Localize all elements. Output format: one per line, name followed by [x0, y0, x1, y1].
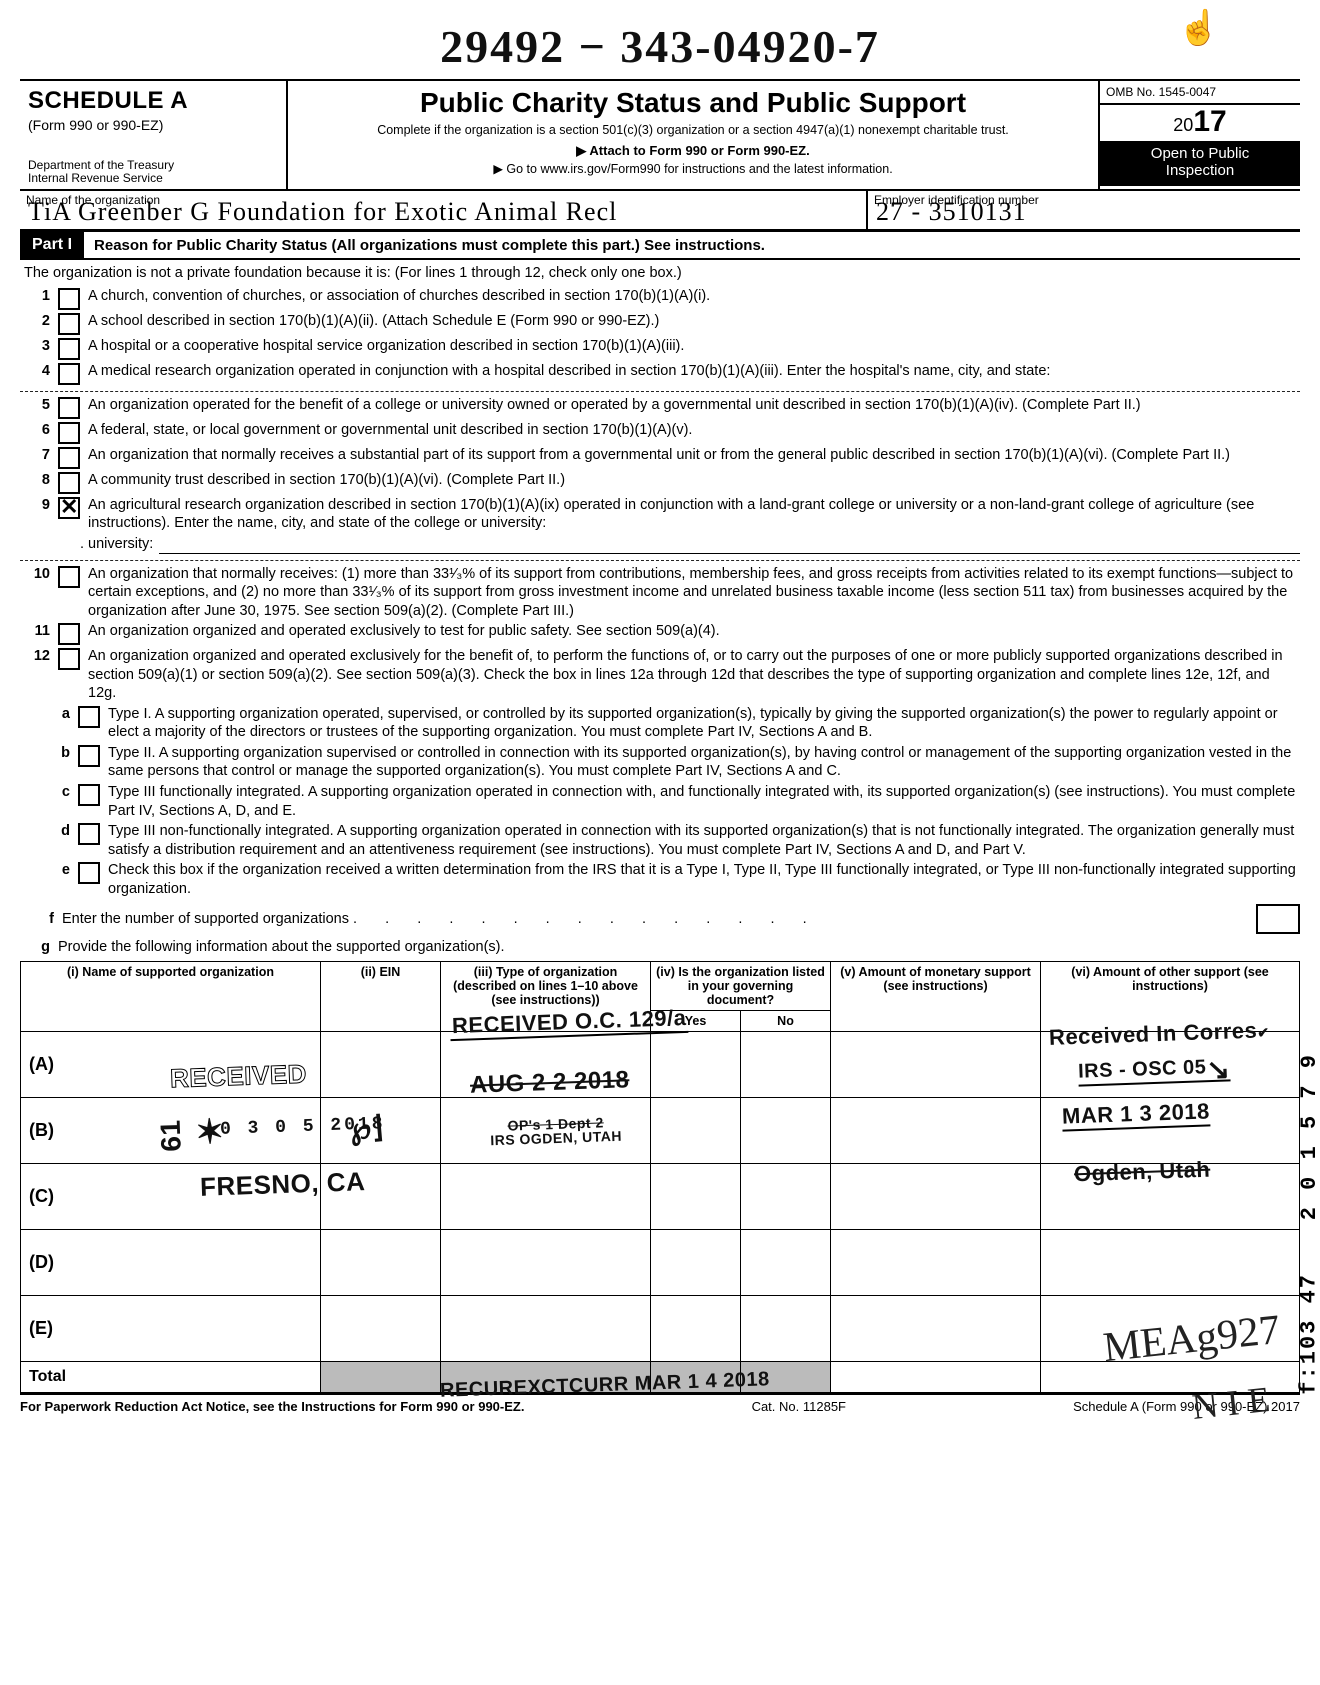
col-v-header: (v) Amount of monetary support (see inst… [831, 961, 1041, 1031]
line-12b-text: Type II. A supporting organization super… [108, 744, 1300, 781]
checkbox-line-2[interactable] [58, 313, 80, 335]
sixtyone-mark: 61 ✶ [154, 1112, 225, 1154]
col-ii-header: (ii) EIN [321, 961, 441, 1031]
table-row: (D) [21, 1229, 321, 1295]
org-name-value: TiA Greenber G Foundation for Exotic Ani… [28, 197, 617, 227]
line-9-text: An agricultural research organization de… [88, 496, 1300, 533]
checkbox-line-9[interactable] [58, 497, 80, 519]
col-iv-no: No [741, 1010, 831, 1031]
dept-irs: Internal Revenue Service [28, 172, 278, 185]
line-12c-text: Type III functionally integrated. A supp… [108, 783, 1300, 820]
goto-instruction: Go to www.irs.gov/Form990 for instructio… [294, 161, 1092, 176]
checkbox-line-6[interactable] [58, 422, 80, 444]
line-12d-text: Type III non-functionally integrated. A … [108, 822, 1300, 859]
university-input-rule[interactable] [159, 539, 1300, 554]
line-8-text: A community trust described in section 1… [88, 471, 1300, 494]
mar-date-stamp: MAR 1 3 2018 [1062, 1098, 1211, 1131]
line-5-text: An organization operated for the benefit… [88, 396, 1300, 419]
checkbox-line-12e[interactable] [78, 862, 100, 884]
line-12e-text: Check this box if the organization recei… [108, 861, 1300, 898]
checkbox-line-12d[interactable] [78, 823, 100, 845]
vertical-code-2: f:103 47 [1297, 1273, 1320, 1395]
intro-text: The organization is not a private founda… [24, 264, 1300, 283]
handwritten-form-number: 29492 − 343-04920-7 [20, 20, 1300, 73]
attach-instruction: Attach to Form 990 or Form 990-EZ. [294, 143, 1092, 159]
part-1-label: Part I [20, 232, 84, 258]
inspection-label: Inspection [1102, 162, 1298, 179]
footer-catno: Cat. No. 11285F [752, 1399, 846, 1414]
year-value: 17 [1193, 105, 1226, 138]
year-prefix: 20 [1173, 115, 1193, 135]
thumb-mark: ☝ [1178, 8, 1220, 48]
form-parent-label: (Form 990 or 990-EZ) [28, 117, 278, 133]
open-to-public: Open to Public [1102, 145, 1298, 162]
checkbox-line-10[interactable] [58, 566, 80, 588]
checkbox-line-1[interactable] [58, 288, 80, 310]
checkbox-line-5[interactable] [58, 397, 80, 419]
checkbox-line-8[interactable] [58, 472, 80, 494]
line-2-text: A school described in section 170(b)(1)(… [88, 312, 1300, 335]
line-12a-text: Type I. A supporting organization operat… [108, 705, 1300, 742]
line-11-text: An organization organized and operated e… [88, 622, 1300, 645]
aug-date-stamp: AUG 2 2 2018 [470, 1066, 630, 1100]
schedule-label: SCHEDULE A [28, 87, 278, 115]
received-outline-stamp: RECEIVED [170, 1058, 308, 1094]
omb-number: OMB No. 1545-0047 [1100, 81, 1300, 105]
checkbox-line-7[interactable] [58, 447, 80, 469]
col-iv-header: (iv) Is the organization listed in your … [651, 961, 831, 1010]
vertical-code-1: 2 0 1 5 7 9 [1297, 1053, 1320, 1220]
form-subtitle: Complete if the organization is a sectio… [294, 123, 1092, 137]
line-f-text: Enter the number of supported organizati… [62, 911, 349, 927]
number-supported-input[interactable] [1256, 904, 1300, 934]
checkbox-line-3[interactable] [58, 338, 80, 360]
line-7-text: An organization that normally receives a… [88, 446, 1300, 469]
initials-signature: N I E [1190, 1378, 1272, 1428]
line-4-text: A medical research organization operated… [88, 362, 1300, 385]
checkbox-line-12a[interactable] [78, 706, 100, 728]
checkbox-line-11[interactable] [58, 623, 80, 645]
checkbox-line-12[interactable] [58, 648, 80, 670]
part-1-title: Reason for Public Charity Status (All or… [94, 237, 765, 254]
line-6-text: A federal, state, or local government or… [88, 421, 1300, 444]
line-3-text: A hospital or a cooperative hospital ser… [88, 337, 1300, 360]
tax-year: 2017 [1100, 105, 1300, 141]
line-g-text: Provide the following information about … [58, 938, 1300, 957]
ein-value: 27 - 3510131 [876, 197, 1027, 227]
bracket-stamp: ℘⌋ [349, 1109, 386, 1147]
ogden-strike-stamp: Ogden, Utah [1073, 1156, 1210, 1187]
checkbox-line-12b[interactable] [78, 745, 100, 767]
table-total-label: Total [21, 1361, 321, 1392]
form-title: Public Charity Status and Public Support [294, 87, 1092, 119]
form-header: SCHEDULE A (Form 990 or 990-EZ) Departme… [20, 79, 1300, 189]
checkbox-line-12c[interactable] [78, 784, 100, 806]
line-1-text: A church, convention of churches, or ass… [88, 287, 1300, 310]
dot-leader: . . . . . . . . . . . . . . . [353, 911, 811, 927]
ops-ogden-stamp: OP's 1 Dept 2 IRS OGDEN, UTAH [490, 1115, 623, 1148]
table-row: (E) [21, 1295, 321, 1361]
irs-osc-stamp: IRS - OSC 05↘ [1077, 1046, 1230, 1086]
line-10-text: An organization that normally receives: … [88, 565, 1300, 621]
col-i-header: (i) Name of supported organization [21, 961, 321, 1031]
university-label: . university: [80, 535, 153, 554]
checkbox-line-4[interactable] [58, 363, 80, 385]
line-12-text: An organization organized and operated e… [88, 647, 1300, 703]
fresno-stamp: FRESNO, CA [200, 1166, 366, 1203]
